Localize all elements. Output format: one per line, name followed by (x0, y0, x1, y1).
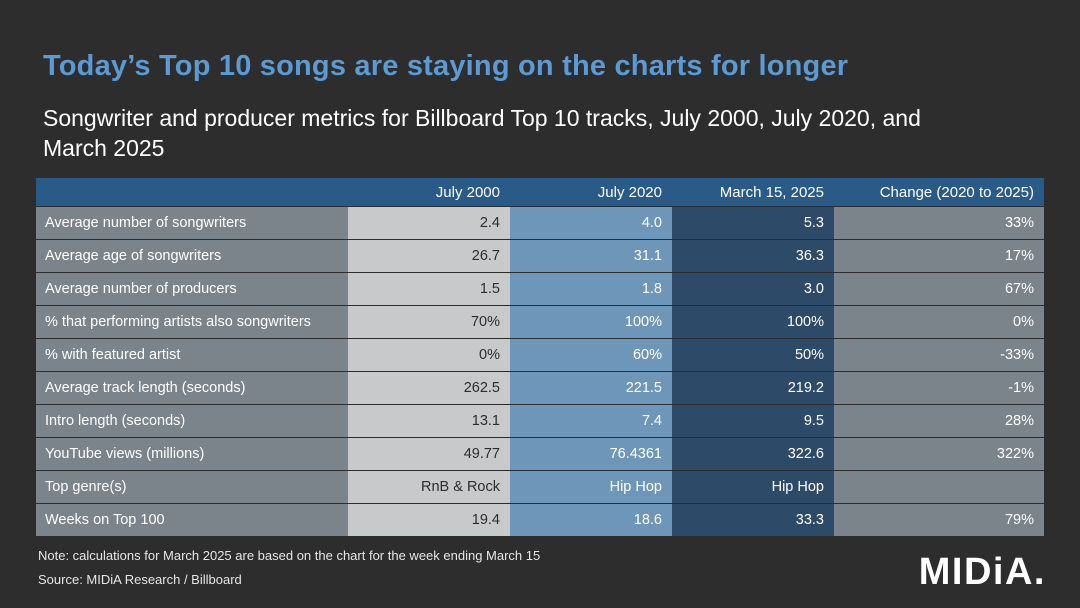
cell-value: 5.3 (672, 207, 834, 239)
metrics-table: July 2000 July 2020 March 15, 2025 Change (… (36, 178, 1044, 536)
footnote: Note: calculations for March 2025 are ba… (38, 548, 541, 563)
cell-value: 3.0 (672, 273, 834, 305)
table-row: Average age of songwriters 26.7 31.1 36.3 17… (36, 239, 1044, 272)
cell-value: 50% (672, 339, 834, 371)
cell-value: Hip Hop (672, 471, 834, 503)
cell-value: 221.5 (510, 372, 672, 404)
cell-value: 18.6 (510, 504, 672, 536)
table-row: Intro length (seconds) 13.1 7.4 9.5 28% (36, 404, 1044, 437)
table-row: % that performing artists also songwrite… (36, 305, 1044, 338)
row-label: Intro length (seconds) (36, 405, 348, 437)
row-label: Average track length (seconds) (36, 372, 348, 404)
cell-value: 9.5 (672, 405, 834, 437)
cell-value: 100% (672, 306, 834, 338)
row-label: Average age of songwriters (36, 240, 348, 272)
table-row: Average number of songwriters 2.4 4.0 5.3 33… (36, 206, 1044, 239)
row-label: Average number of producers (36, 273, 348, 305)
cell-value: 0% (834, 306, 1044, 338)
cell-value: -1% (834, 372, 1044, 404)
cell-value: 49.77 (348, 438, 510, 470)
cell-value: 67% (834, 273, 1044, 305)
cell-value: 219.2 (672, 372, 834, 404)
column-header: Change (2020 to 2025) (879, 183, 1034, 201)
cell-value: RnB & Rock (348, 471, 510, 503)
cell-value: 100% (510, 306, 672, 338)
cell-value: 79% (834, 504, 1044, 536)
cell-value: 33% (834, 207, 1044, 239)
column-header: March 15, 2025 (719, 183, 824, 201)
source-note: Source: MIDiA Research / Billboard (38, 572, 242, 587)
table-header-row: July 2000 July 2020 March 15, 2025 Change (… (36, 178, 1044, 206)
cell-value: 70% (348, 306, 510, 338)
row-label: Average number of songwriters (36, 207, 348, 239)
page-title: Today’s Top 10 songs are staying on the … (43, 50, 849, 82)
cell-value: 28% (834, 405, 1044, 437)
table-row: YouTube views (millions) 49.77 76.4361 322.… (36, 437, 1044, 470)
cell-value: 33.3 (672, 504, 834, 536)
cell-value: 1.8 (510, 273, 672, 305)
row-label: Weeks on Top 100 (36, 504, 348, 536)
column-header: July 2000 (435, 183, 500, 201)
cell-value: 7.4 (510, 405, 672, 437)
row-label: YouTube views (millions) (36, 438, 348, 470)
table-row: Average number of producers 1.5 1.8 3.0 67% (36, 272, 1044, 305)
cell-value: 1.5 (348, 273, 510, 305)
cell-value: 76.4361 (510, 438, 672, 470)
cell-value: 322% (834, 438, 1044, 470)
cell-value: Hip Hop (510, 471, 672, 503)
cell-value: 262.5 (348, 372, 510, 404)
cell-value: 4.0 (510, 207, 672, 239)
table-row: Weeks on Top 100 19.4 18.6 33.3 79% (36, 503, 1044, 536)
cell-value: 31.1 (510, 240, 672, 272)
row-label: % with featured artist (36, 339, 348, 371)
cell-value: 19.4 (348, 504, 510, 536)
row-label: % that performing artists also songwrite… (36, 306, 348, 338)
cell-value: 0% (348, 339, 510, 371)
page-subtitle: Songwriter and producer metrics for Bill… (43, 105, 921, 161)
midia-logo: MIDiA. (918, 551, 1046, 593)
cell-value: -33% (834, 339, 1044, 371)
table-body: Average number of songwriters 2.4 4.0 5.3 33… (36, 206, 1044, 536)
table-row: Average track length (seconds) 262.5 221.5… (36, 371, 1044, 404)
cell-value (834, 471, 1044, 503)
cell-value: 322.6 (672, 438, 834, 470)
row-label: Top genre(s) (36, 471, 348, 503)
table-row: % with featured artist 0% 60% 50% -33% (36, 338, 1044, 371)
cell-value: 17% (834, 240, 1044, 272)
table-row: Top genre(s) RnB & Rock Hip Hop Hip Hop (36, 470, 1044, 503)
cell-value: 13.1 (348, 405, 510, 437)
cell-value: 2.4 (348, 207, 510, 239)
cell-value: 60% (510, 339, 672, 371)
cell-value: 26.7 (348, 240, 510, 272)
cell-value: 36.3 (672, 240, 834, 272)
column-header: July 2020 (597, 183, 662, 201)
